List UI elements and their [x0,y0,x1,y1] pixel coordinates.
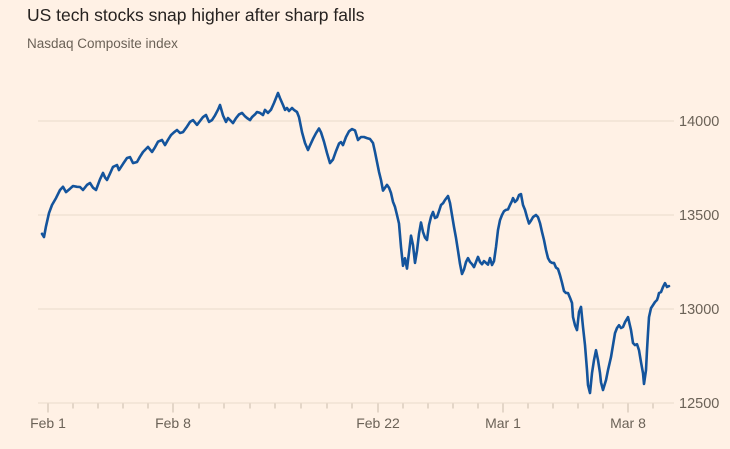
chart-title: US tech stocks snap higher after sharp f… [27,5,365,25]
y-axis-label: 14000 [679,114,719,130]
chart-subtitle: Nasdaq Composite index [27,36,178,51]
nasdaq-price-line [40,91,671,395]
x-axis-label: Feb 22 [356,415,400,431]
y-axis-label: 12500 [679,396,719,412]
x-axis-label: Feb 8 [155,415,191,431]
y-axis-label: 13500 [679,208,719,224]
x-axis-label: Mar 8 [610,415,646,431]
x-axis-label: Feb 1 [30,415,66,431]
y-axis-label: 13000 [679,302,719,318]
x-axis-label: Mar 1 [485,415,521,431]
